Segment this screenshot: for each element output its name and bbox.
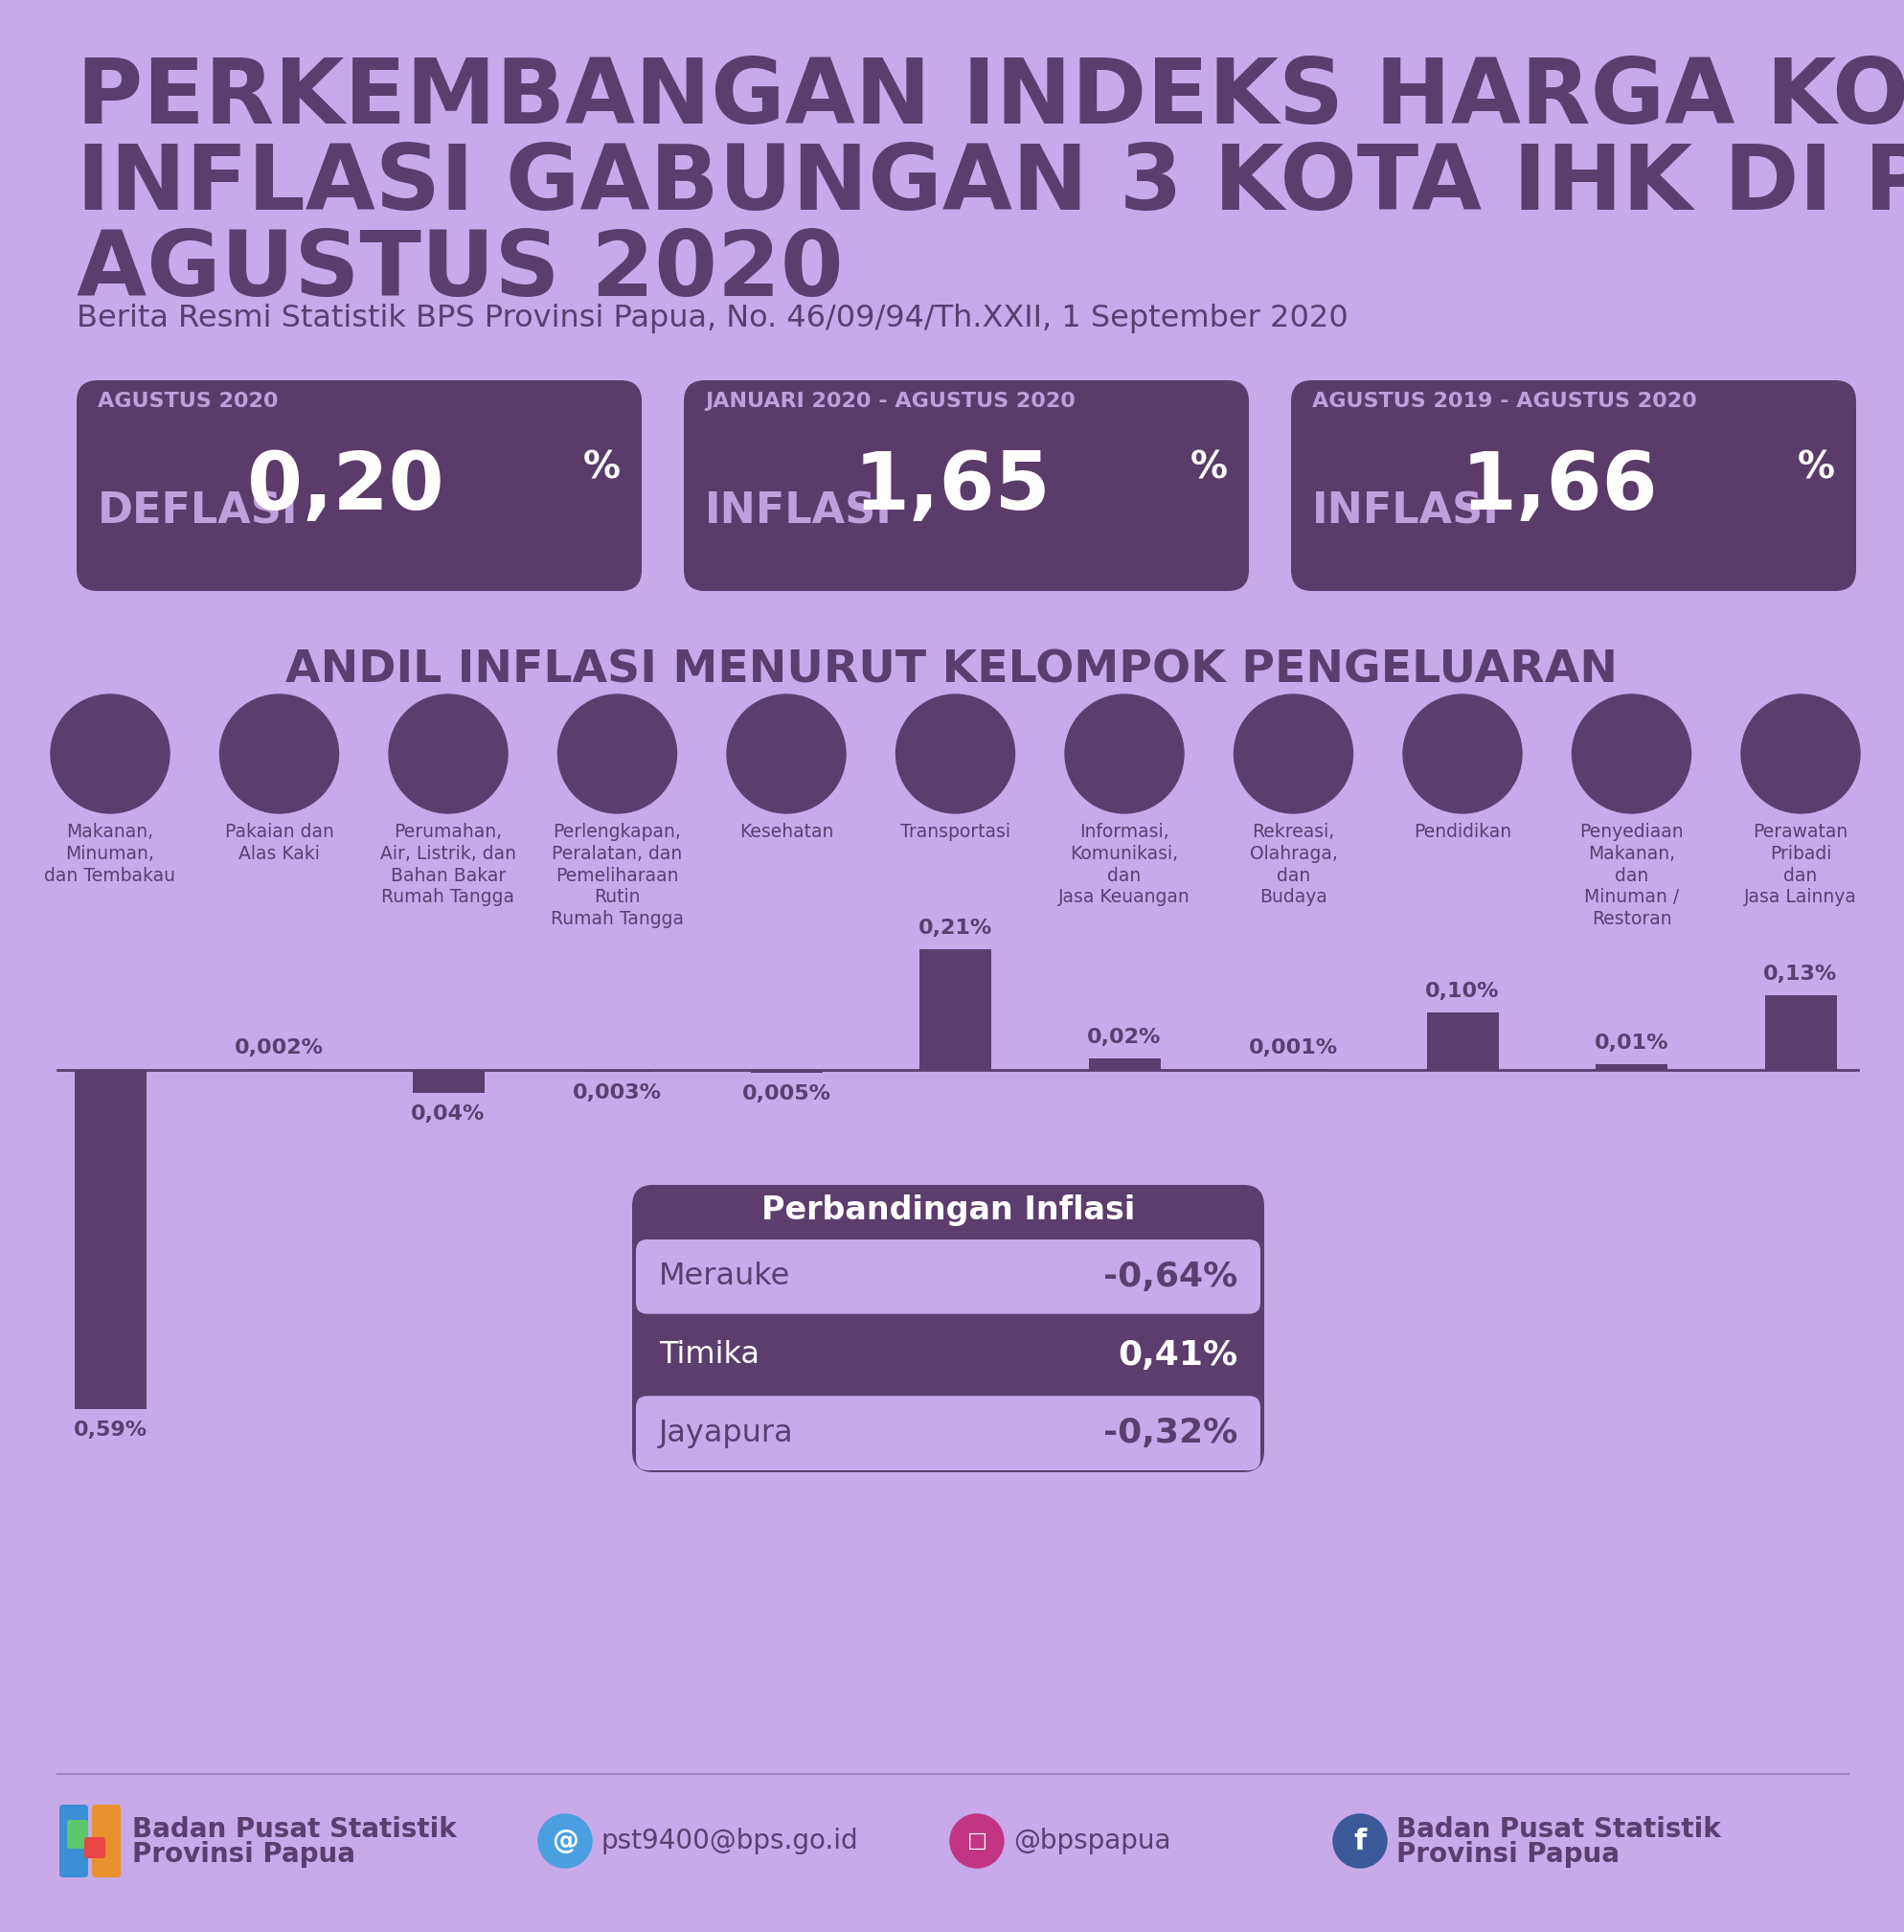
Text: Badan Pusat Statistik: Badan Pusat Statistik xyxy=(1396,1816,1721,1843)
Text: Penyediaan
Makanan,
dan
Minuman /
Restoran: Penyediaan Makanan, dan Minuman / Restor… xyxy=(1580,823,1683,927)
Text: □: □ xyxy=(967,1832,986,1851)
Text: 0,002%: 0,002% xyxy=(234,1037,324,1057)
Bar xyxy=(74,1070,147,1408)
Text: ANDIL INFLASI MENURUT KELOMPOK PENGELUARAN: ANDIL INFLASI MENURUT KELOMPOK PENGELUAR… xyxy=(286,649,1618,692)
Circle shape xyxy=(1573,694,1691,813)
Text: Perawatan
Pribadi
dan
Jasa Lainnya: Perawatan Pribadi dan Jasa Lainnya xyxy=(1744,823,1856,906)
FancyBboxPatch shape xyxy=(632,1184,1264,1472)
Bar xyxy=(413,1070,484,1094)
FancyBboxPatch shape xyxy=(636,1397,1260,1470)
Text: Rekreasi,
Olahraga,
dan
Budaya: Rekreasi, Olahraga, dan Budaya xyxy=(1249,823,1337,906)
Circle shape xyxy=(1064,694,1184,813)
FancyBboxPatch shape xyxy=(59,1804,88,1878)
Text: 0,13%: 0,13% xyxy=(1763,964,1837,983)
Text: 1,66: 1,66 xyxy=(1462,448,1658,526)
FancyBboxPatch shape xyxy=(84,1837,105,1859)
Circle shape xyxy=(539,1814,592,1868)
Text: AGUSTUS 2020: AGUSTUS 2020 xyxy=(76,228,843,315)
Bar xyxy=(1765,995,1837,1070)
Text: PERKEMBANGAN INDEKS HARGA KONSUMEN/: PERKEMBANGAN INDEKS HARGA KONSUMEN/ xyxy=(76,54,1904,143)
Text: 0,21%: 0,21% xyxy=(918,918,992,937)
Circle shape xyxy=(1740,694,1860,813)
FancyBboxPatch shape xyxy=(636,1318,1260,1393)
Circle shape xyxy=(388,694,508,813)
Text: 0,59%: 0,59% xyxy=(72,1420,147,1439)
Text: Jayapura: Jayapura xyxy=(659,1418,794,1447)
FancyBboxPatch shape xyxy=(1291,381,1856,591)
FancyBboxPatch shape xyxy=(67,1820,88,1849)
FancyBboxPatch shape xyxy=(91,1804,120,1878)
Circle shape xyxy=(219,694,339,813)
Text: %: % xyxy=(1797,450,1835,485)
Text: Kesehatan: Kesehatan xyxy=(739,823,834,840)
Text: Pendidikan: Pendidikan xyxy=(1413,823,1512,840)
Bar xyxy=(1089,1059,1160,1070)
Text: JANUARI 2020 - AGUSTUS 2020: JANUARI 2020 - AGUSTUS 2020 xyxy=(704,392,1076,412)
Text: -0,64%: -0,64% xyxy=(1102,1260,1238,1293)
Text: 1,65: 1,65 xyxy=(855,448,1051,526)
Text: AGUSTUS 2020: AGUSTUS 2020 xyxy=(97,392,278,412)
Text: Provinsi Papua: Provinsi Papua xyxy=(1396,1841,1620,1868)
Text: f: f xyxy=(1354,1828,1367,1855)
Text: 0,04%: 0,04% xyxy=(411,1105,486,1124)
Bar xyxy=(750,1070,823,1072)
Bar xyxy=(920,949,992,1070)
Text: Berita Resmi Statistik BPS Provinsi Papua, No. 46/09/94/Th.XXII, 1 September 202: Berita Resmi Statistik BPS Provinsi Papu… xyxy=(76,303,1348,334)
Circle shape xyxy=(1333,1814,1386,1868)
Text: INFLASI: INFLASI xyxy=(1312,491,1500,531)
FancyBboxPatch shape xyxy=(76,381,642,591)
Text: 0,10%: 0,10% xyxy=(1426,981,1500,1001)
Text: Transportasi: Transportasi xyxy=(901,823,1011,840)
Text: 0,003%: 0,003% xyxy=(573,1084,663,1103)
Circle shape xyxy=(1234,694,1354,813)
Circle shape xyxy=(727,694,845,813)
Text: pst9400@bps.go.id: pst9400@bps.go.id xyxy=(602,1828,859,1855)
Text: 0,02%: 0,02% xyxy=(1087,1028,1161,1047)
Text: Merauke: Merauke xyxy=(659,1262,790,1291)
Text: -0,32%: -0,32% xyxy=(1102,1416,1238,1449)
Text: Timika: Timika xyxy=(659,1341,760,1370)
Text: 0,001%: 0,001% xyxy=(1249,1039,1339,1059)
Text: Makanan,
Minuman,
dan Tembakau: Makanan, Minuman, dan Tembakau xyxy=(44,823,175,885)
Text: Provinsi Papua: Provinsi Papua xyxy=(131,1841,356,1868)
Text: 0,41%: 0,41% xyxy=(1118,1339,1238,1372)
Text: @bpspapua: @bpspapua xyxy=(1013,1828,1171,1855)
Text: Perumahan,
Air, Listrik, dan
Bahan Bakar
Rumah Tangga: Perumahan, Air, Listrik, dan Bahan Bakar… xyxy=(381,823,516,906)
Text: INFLASI GABUNGAN 3 KOTA IHK DI PAPUA: INFLASI GABUNGAN 3 KOTA IHK DI PAPUA xyxy=(76,141,1904,228)
Text: 0,01%: 0,01% xyxy=(1594,1034,1668,1053)
Text: @: @ xyxy=(552,1828,579,1855)
Text: INFLASI: INFLASI xyxy=(704,491,893,531)
Text: 0,005%: 0,005% xyxy=(743,1084,830,1103)
Text: Badan Pusat Statistik: Badan Pusat Statistik xyxy=(131,1816,457,1843)
Text: 0,20: 0,20 xyxy=(248,448,444,526)
Text: %: % xyxy=(1190,450,1228,485)
Text: Perlengkapan,
Peralatan, dan
Pemeliharaan
Rutin
Rumah Tangga: Perlengkapan, Peralatan, dan Pemeliharaa… xyxy=(550,823,684,927)
Text: DEFLASI: DEFLASI xyxy=(97,491,299,531)
Circle shape xyxy=(950,1814,1003,1868)
Text: %: % xyxy=(583,450,621,485)
Text: Pakaian dan
Alas Kaki: Pakaian dan Alas Kaki xyxy=(225,823,333,864)
Circle shape xyxy=(51,694,169,813)
Bar xyxy=(1426,1012,1498,1070)
Bar xyxy=(1596,1065,1668,1070)
Text: AGUSTUS 2019 - AGUSTUS 2020: AGUSTUS 2019 - AGUSTUS 2020 xyxy=(1312,392,1696,412)
Text: Perbandingan Inflasi: Perbandingan Inflasi xyxy=(762,1194,1135,1227)
Circle shape xyxy=(897,694,1015,813)
Circle shape xyxy=(1403,694,1521,813)
FancyBboxPatch shape xyxy=(684,381,1249,591)
Text: Informasi,
Komunikasi,
dan
Jasa Keuangan: Informasi, Komunikasi, dan Jasa Keuangan xyxy=(1059,823,1190,906)
FancyBboxPatch shape xyxy=(636,1240,1260,1314)
Circle shape xyxy=(558,694,676,813)
